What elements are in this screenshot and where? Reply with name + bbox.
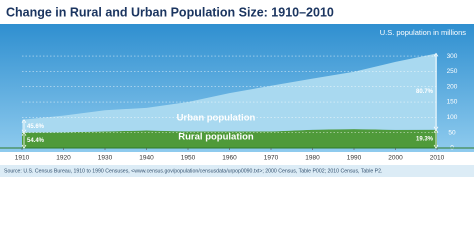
chart-title: Change in Rural and Urban Population Siz… bbox=[6, 5, 334, 19]
annotation: 45.6% bbox=[27, 124, 45, 130]
page: {"chart_data": {"type": "stacked-area", … bbox=[0, 5, 474, 177]
x-tick-label: 2010 bbox=[430, 155, 445, 162]
x-tick-label: 1930 bbox=[98, 155, 113, 162]
chart: Change in Rural and Urban Population Siz… bbox=[0, 5, 474, 177]
arrow-head bbox=[433, 129, 439, 149]
y-tick-label: 100 bbox=[447, 114, 458, 121]
annotation: 19.3% bbox=[416, 136, 434, 142]
y-tick-label: 300 bbox=[447, 53, 458, 60]
x-tick-label: 1910 bbox=[15, 155, 30, 162]
x-tick-label: 1960 bbox=[222, 155, 237, 162]
area-label: Urban population bbox=[177, 113, 256, 124]
arrow-head bbox=[21, 131, 27, 149]
x-tick-label: 1920 bbox=[56, 155, 71, 162]
source-band bbox=[0, 165, 474, 177]
y-axis-label: U.S. population in millions bbox=[380, 28, 467, 37]
y-tick-label: 50 bbox=[448, 129, 456, 136]
x-tick-label: 1950 bbox=[181, 155, 196, 162]
x-tick-label: 1970 bbox=[264, 155, 279, 162]
x-tick-label: 1980 bbox=[305, 155, 320, 162]
x-tick-label: 1940 bbox=[139, 155, 154, 162]
x-tick-label: 1990 bbox=[347, 155, 362, 162]
source-note: Source: U.S. Census Bureau, 1910 to 1990… bbox=[4, 168, 382, 174]
area bbox=[22, 53, 437, 133]
y-tick-label: 250 bbox=[447, 68, 458, 75]
y-tick-label: 200 bbox=[447, 83, 458, 90]
annotation: 54.4% bbox=[27, 138, 45, 144]
annotation: 80.7% bbox=[416, 89, 434, 95]
x-tick-label: 2000 bbox=[388, 155, 403, 162]
y-tick-label: 150 bbox=[447, 99, 458, 106]
area-label: Rural population bbox=[178, 132, 254, 143]
area bbox=[22, 129, 437, 148]
